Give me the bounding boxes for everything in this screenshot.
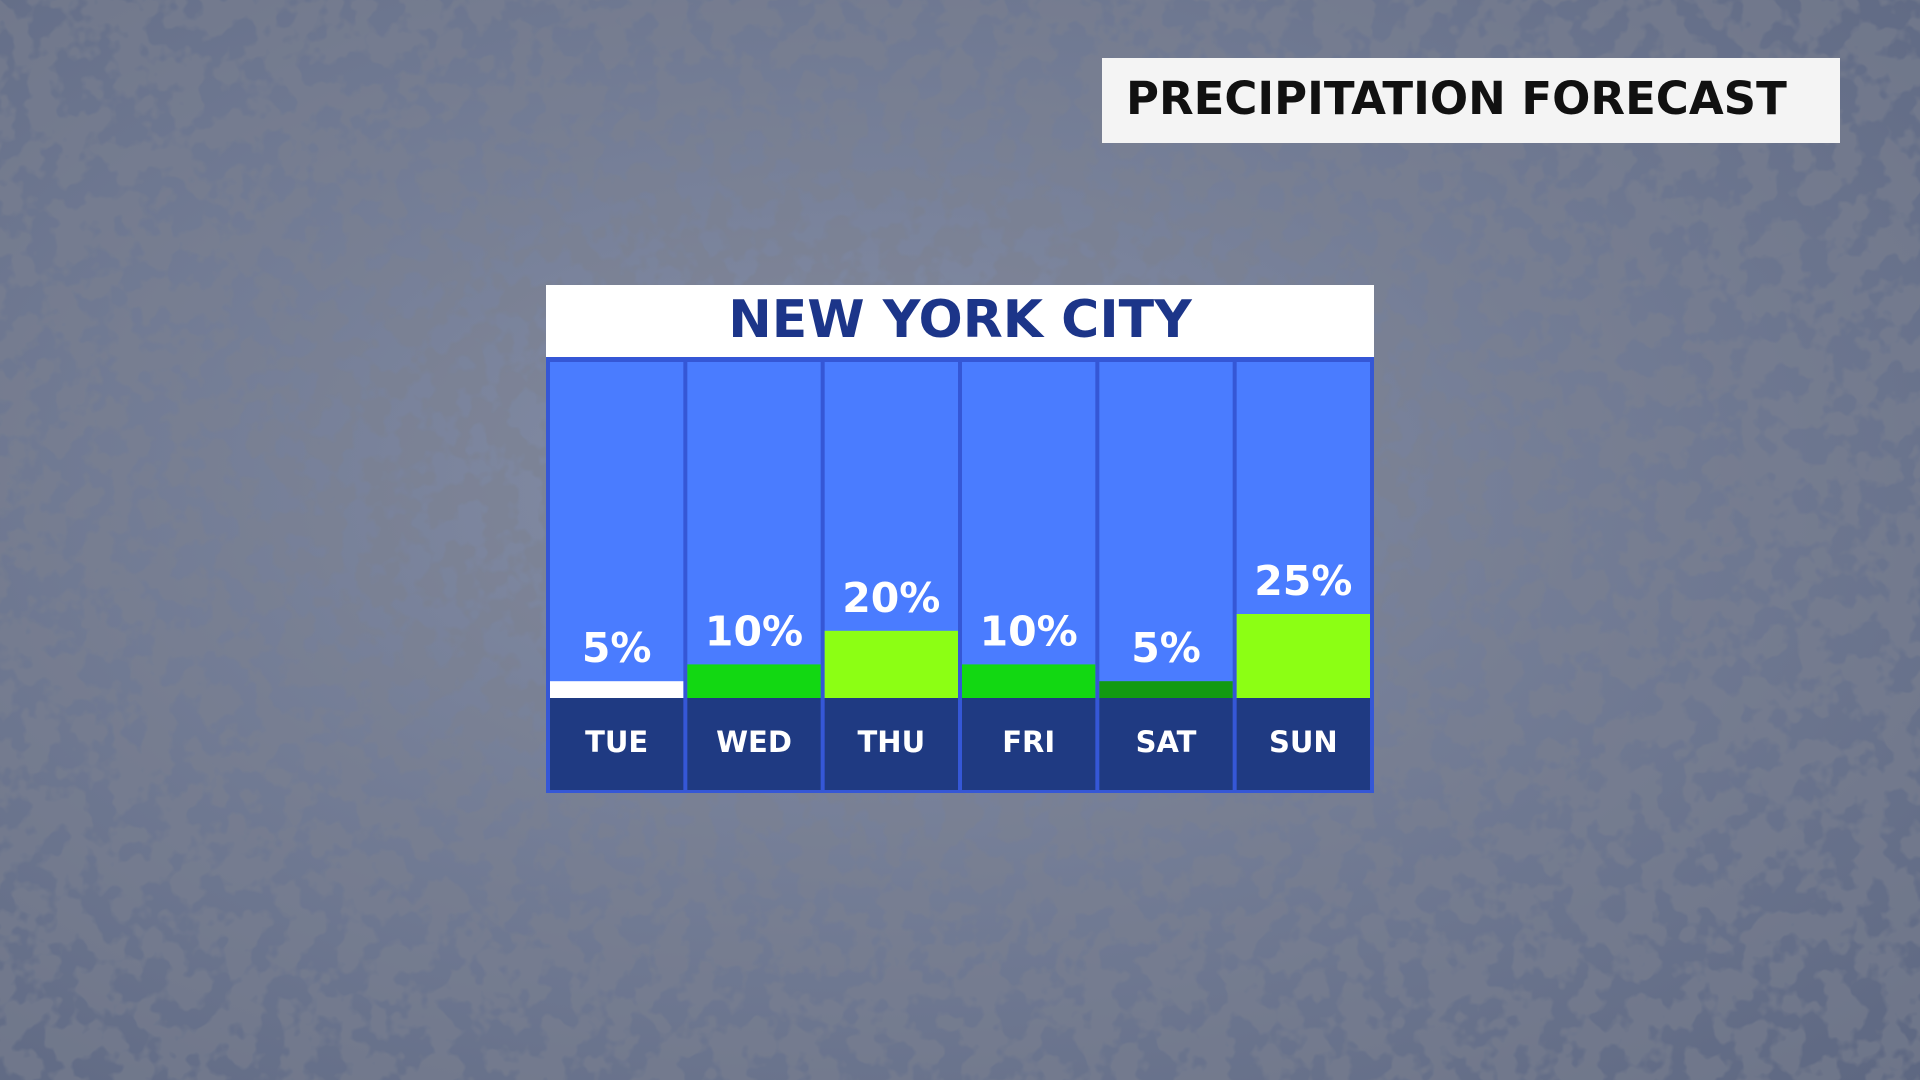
x-tick-label: SAT (1136, 725, 1197, 759)
column (550, 362, 684, 698)
value-label: 5% (1131, 624, 1201, 672)
label-box (824, 698, 958, 790)
x-tick-label: THU (858, 725, 926, 759)
bar (687, 664, 821, 698)
column (687, 362, 821, 698)
label-box (1099, 698, 1233, 790)
title-box (1102, 58, 1840, 143)
bar (1236, 614, 1370, 698)
value-label: 20% (842, 574, 940, 622)
x-tick-label: SUN (1269, 725, 1338, 759)
label-box (550, 698, 684, 790)
x-tick-label: WED (716, 725, 792, 759)
value-label: 25% (1254, 557, 1352, 605)
column (962, 362, 1096, 698)
value-label: 10% (980, 607, 1078, 655)
x-tick-label: TUE (585, 725, 648, 759)
bar (1099, 681, 1233, 698)
x-tick-label: FRI (1002, 725, 1055, 759)
bar (550, 681, 684, 698)
bar (962, 664, 1096, 698)
subtitle-box (546, 285, 1374, 357)
value-label: 5% (582, 624, 652, 672)
value-label: 10% (705, 607, 803, 655)
label-box (687, 698, 821, 790)
label-box (1236, 698, 1370, 790)
chart-subtitle: NEW YORK CITY (728, 290, 1193, 350)
label-box (962, 698, 1096, 790)
column (1099, 362, 1233, 698)
panel (546, 285, 1374, 793)
bar (824, 630, 958, 698)
chart-title: PRECIPITATION FORECAST (1126, 72, 1787, 125)
